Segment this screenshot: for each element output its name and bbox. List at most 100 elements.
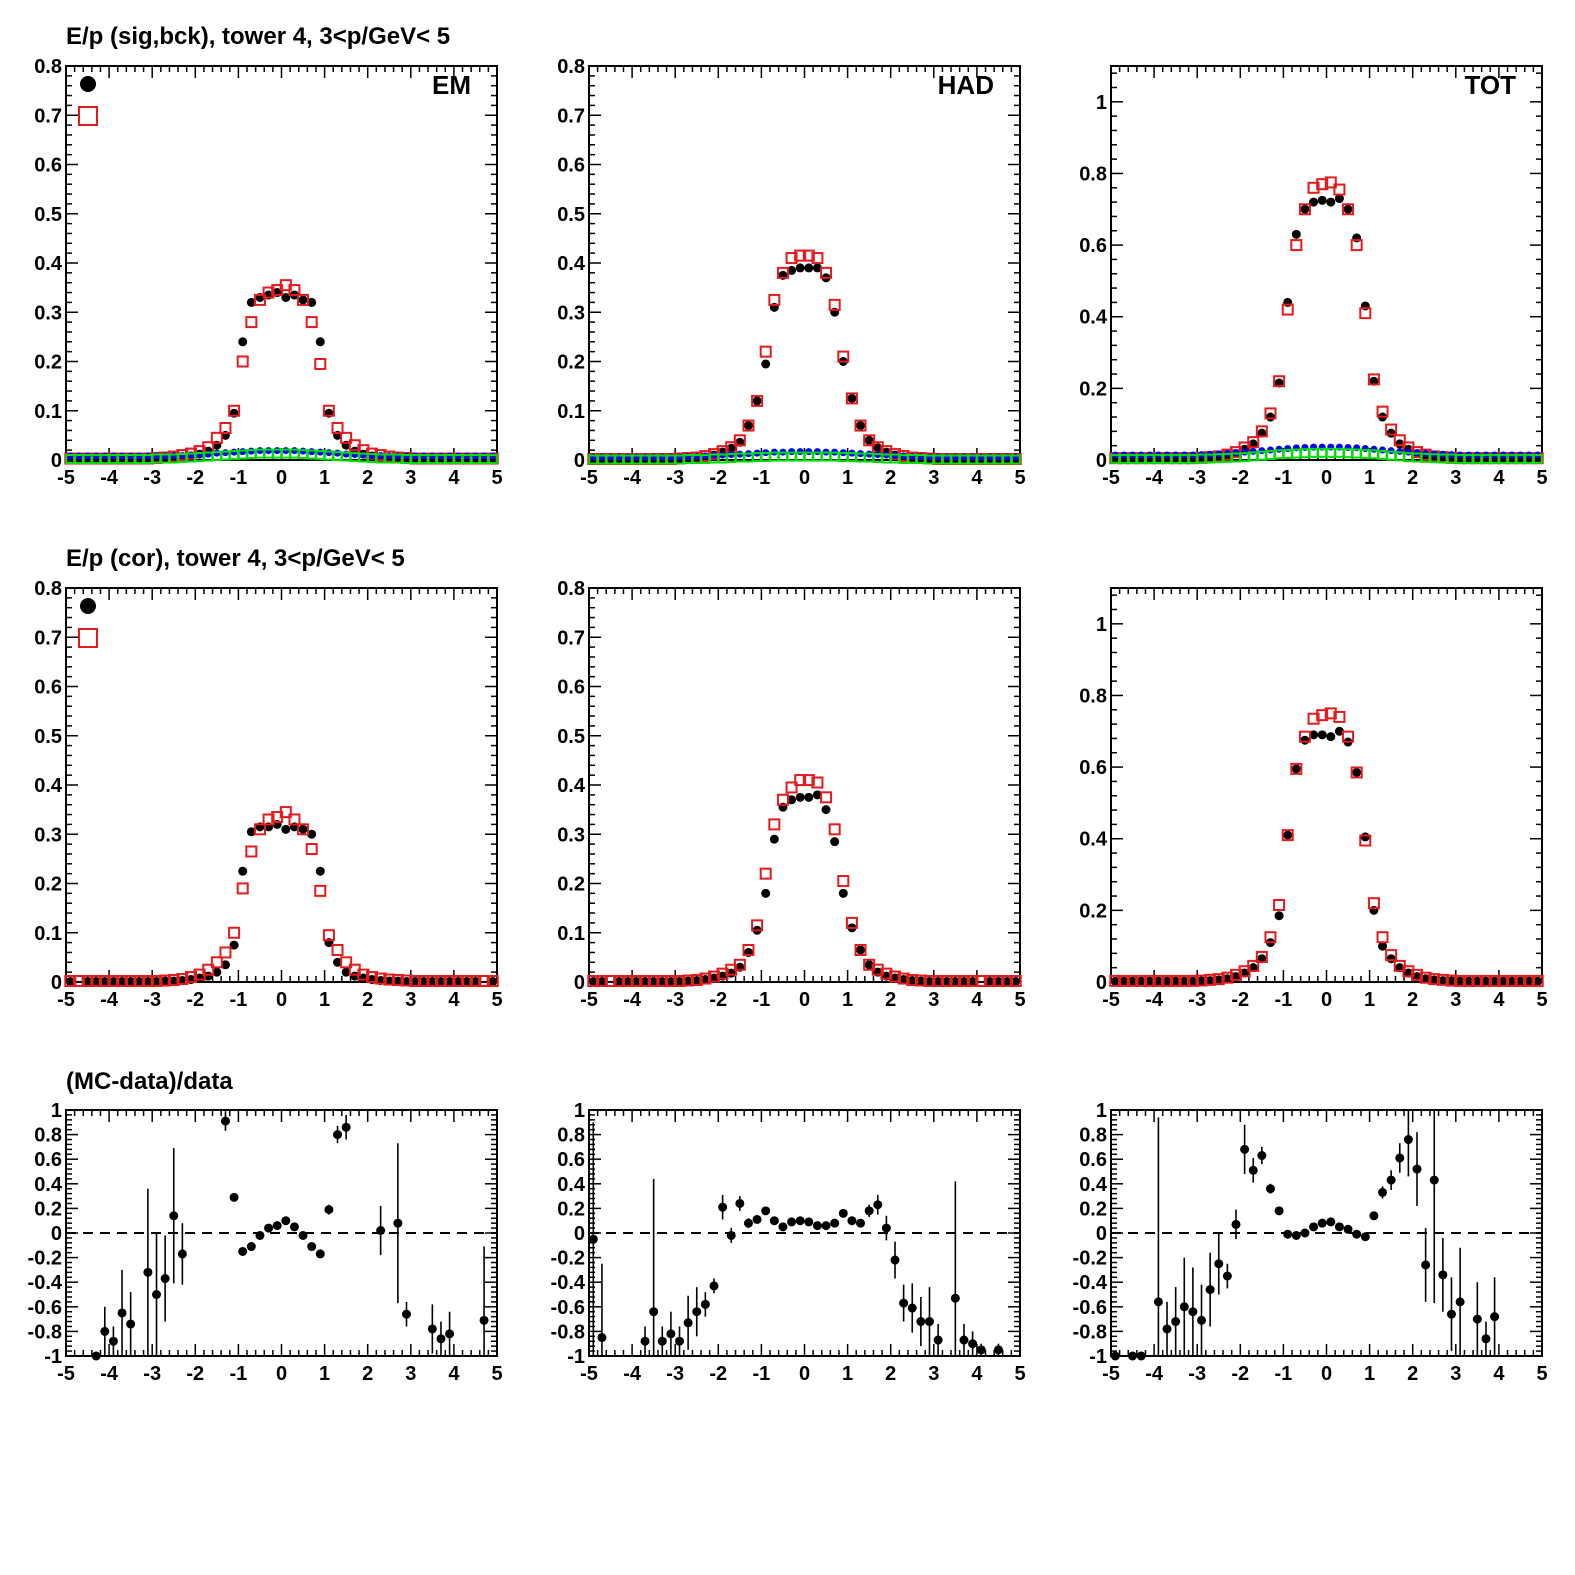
- x-tick-label: -4: [623, 989, 642, 1011]
- mc-point: [64, 975, 77, 988]
- y-tick-label: 0.6: [34, 1149, 62, 1171]
- ratio-point: [1403, 1135, 1413, 1145]
- mc-point: [1411, 446, 1424, 459]
- y-tick-label: 0.8: [1079, 685, 1107, 707]
- data-point: [916, 976, 926, 986]
- x-tick-label: 5: [1014, 989, 1025, 1011]
- panel-label: EM: [432, 70, 471, 100]
- ratio-point: [700, 1299, 710, 1309]
- mc-point: [417, 975, 430, 988]
- x-tick-label: 2: [362, 467, 373, 489]
- bck-data-point: [325, 449, 333, 457]
- mc-point: [863, 434, 876, 447]
- ratio-point: [735, 1198, 745, 1208]
- y-tick-label: 0.6: [1079, 1149, 1107, 1171]
- mc-point: [682, 974, 695, 987]
- y-tick-label: 1: [1096, 614, 1107, 636]
- ratio-point: [143, 1267, 153, 1277]
- data-point: [1438, 976, 1448, 986]
- ratio-point: [479, 1315, 489, 1325]
- mc-point: [1290, 762, 1303, 775]
- data-point: [1222, 974, 1232, 984]
- ratio-point: [264, 1223, 274, 1233]
- mc-point: [1411, 968, 1424, 981]
- mc-point: [1350, 239, 1363, 252]
- x-tick-label: 3: [1450, 989, 1461, 1011]
- data-point: [950, 977, 960, 987]
- mc-point: [1152, 974, 1165, 987]
- y-tick-label: 0.2: [557, 874, 585, 896]
- bck-data-point: [92, 452, 100, 460]
- data-point: [315, 866, 325, 876]
- ratio-point: [1369, 1211, 1379, 1221]
- y-tick-label: -0.6: [1073, 1297, 1107, 1319]
- ratio-point: [1128, 1351, 1138, 1361]
- x-tick-label: -2: [1231, 989, 1249, 1011]
- mc-point: [340, 956, 353, 969]
- y-tick-label: -1: [1089, 1346, 1107, 1368]
- y-tick-label: 0.5: [34, 204, 62, 226]
- x-tick-label: -4: [100, 467, 119, 489]
- ratio-point: [864, 1206, 874, 1216]
- x-tick-label: -3: [143, 989, 161, 1011]
- y-tick-label: 0.1: [557, 923, 585, 945]
- data-point: [315, 337, 325, 347]
- x-tick-label: -2: [186, 1363, 204, 1385]
- ratio-point: [1334, 1222, 1344, 1232]
- x-tick-label: 3: [928, 989, 939, 1011]
- x-tick-label: 2: [1407, 989, 1418, 1011]
- mc-point: [150, 975, 163, 988]
- ratio-point: [1265, 1184, 1275, 1194]
- mc-point: [828, 823, 841, 836]
- x-tick-label: -5: [57, 1363, 75, 1385]
- x-tick-label: 2: [885, 989, 896, 1011]
- series-open-square-small-green: [65, 448, 498, 465]
- chart-panel-sig-tot: -5 -4 -3 -2 -1 0 1 2 3 4 5 0 0.2 0.4 0.6 0.8 1 TOT: [1079, 65, 1548, 489]
- ratio-point: [924, 1317, 934, 1327]
- ratio-point: [160, 1274, 170, 1284]
- ratio-point: [1352, 1229, 1362, 1239]
- data-point: [445, 977, 455, 987]
- data-point: [1464, 976, 1474, 986]
- mc-point: [1454, 974, 1467, 987]
- data-point: [1300, 735, 1310, 745]
- mc-point: [785, 252, 798, 265]
- bck-data-point: [1275, 445, 1283, 453]
- x-tick-label: 0: [1321, 467, 1332, 489]
- mc-point: [811, 776, 824, 789]
- mc-point: [992, 975, 1005, 988]
- ratio-point: [666, 1329, 676, 1339]
- ratio-point: [899, 1298, 909, 1308]
- ratio-point: [873, 1200, 883, 1210]
- mc-point: [957, 975, 970, 988]
- y-tick-label: 0: [574, 972, 585, 994]
- ratio-point: [649, 1307, 659, 1317]
- data-point: [821, 805, 831, 815]
- mc-point: [785, 781, 798, 794]
- x-tick-label: 0: [799, 467, 810, 489]
- bck-mc-point: [1532, 453, 1543, 464]
- ratio-point: [959, 1335, 969, 1345]
- data-point: [229, 940, 239, 950]
- y-tick-label: -0.4: [28, 1272, 63, 1294]
- x-tick-label: -2: [709, 467, 727, 489]
- y-tick-label: 0.4: [557, 253, 586, 275]
- mc-point: [245, 845, 258, 858]
- data-point: [873, 443, 883, 453]
- legend-marker-mc: [78, 106, 98, 126]
- bck-data-point: [377, 452, 385, 460]
- ratio-point: [1257, 1151, 1267, 1161]
- data-point: [143, 977, 153, 987]
- y-tick-label: 0.7: [557, 627, 585, 649]
- data-point: [588, 977, 598, 987]
- data-point: [761, 359, 771, 369]
- y-tick-label: 0.8: [34, 56, 62, 78]
- data-point: [1002, 977, 1012, 987]
- mc-point: [434, 975, 447, 988]
- ratio-point: [289, 1222, 299, 1232]
- mc-point: [1488, 974, 1501, 987]
- ratio-point: [1481, 1334, 1491, 1344]
- ratio-point: [1472, 1314, 1482, 1324]
- bck-data-point: [308, 448, 316, 456]
